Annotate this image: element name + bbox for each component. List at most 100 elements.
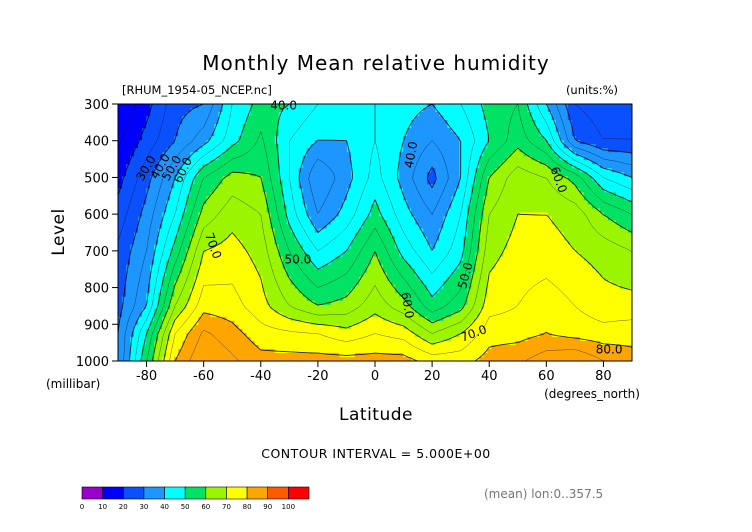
field-cell	[250, 192, 256, 197]
field-cell	[190, 188, 195, 193]
field-cell	[370, 204, 376, 210]
field-cell	[258, 220, 264, 226]
field-cell	[543, 188, 549, 193]
field-cell	[471, 116, 476, 121]
field-cell	[407, 216, 412, 222]
field-cell	[627, 140, 632, 145]
field-cell	[190, 208, 195, 214]
field-cell	[447, 200, 452, 205]
field-cell	[627, 252, 632, 258]
field-cell	[314, 196, 320, 201]
field-cell	[551, 248, 557, 254]
field-cell	[162, 108, 167, 113]
field-cell	[483, 152, 489, 157]
field-cell	[451, 236, 456, 242]
field-cell	[166, 176, 171, 181]
field-cell	[142, 192, 147, 197]
field-cell	[170, 124, 175, 129]
field-cell	[290, 248, 296, 254]
field-cell	[387, 200, 392, 205]
field-cell	[338, 164, 344, 169]
field-cell	[403, 172, 408, 177]
field-cell	[511, 204, 517, 210]
field-cell	[186, 216, 191, 222]
field-cell	[515, 184, 521, 189]
field-cell	[595, 140, 601, 145]
field-cell	[154, 176, 159, 181]
field-cell	[334, 152, 340, 157]
field-cell	[370, 180, 376, 185]
field-cell	[571, 184, 577, 189]
field-cell	[379, 104, 384, 109]
field-cell	[222, 140, 228, 145]
field-cell	[487, 216, 493, 222]
field-cell	[427, 120, 432, 125]
field-cell	[222, 220, 228, 226]
field-cell	[375, 104, 380, 109]
field-cell	[423, 172, 428, 177]
field-cell	[427, 188, 432, 193]
field-cell	[278, 212, 284, 218]
field-cell	[587, 196, 593, 201]
field-cell	[499, 200, 505, 205]
field-cell	[571, 248, 577, 254]
field-cell	[358, 168, 364, 173]
field-cell	[270, 224, 276, 230]
field-cell	[619, 108, 625, 113]
field-cell	[487, 136, 493, 141]
field-cell	[575, 192, 581, 197]
field-cell	[623, 244, 629, 250]
field-cell	[370, 116, 376, 121]
field-cell	[515, 156, 521, 161]
field-cell	[571, 148, 577, 153]
field-cell	[194, 156, 199, 161]
field-cell	[238, 144, 244, 149]
field-cell	[471, 120, 476, 125]
field-cell	[182, 164, 187, 169]
field-cell	[286, 128, 292, 133]
field-cell	[515, 200, 521, 205]
field-cell	[551, 148, 557, 153]
field-cell	[290, 104, 296, 109]
field-cell	[342, 244, 348, 250]
field-cell	[607, 140, 613, 145]
field-cell	[543, 108, 549, 113]
field-cell	[615, 232, 621, 238]
field-cell	[338, 192, 344, 197]
field-cell	[459, 188, 464, 193]
field-cell	[543, 176, 549, 181]
field-cell	[198, 252, 203, 258]
field-cell	[495, 132, 501, 137]
field-cell	[282, 172, 288, 177]
field-cell	[427, 112, 432, 117]
field-cell	[330, 224, 336, 230]
field-cell	[427, 132, 432, 137]
field-cell	[387, 104, 392, 109]
field-cell	[306, 120, 312, 125]
field-cell	[451, 136, 456, 141]
field-cell	[519, 188, 525, 193]
field-cell	[282, 164, 288, 169]
field-cell	[250, 164, 256, 169]
field-cell	[278, 184, 284, 189]
field-cell	[214, 200, 219, 205]
field-cell	[142, 132, 147, 137]
field-cell	[383, 248, 388, 254]
field-cell	[411, 256, 416, 262]
field-cell	[555, 232, 561, 238]
field-cell	[387, 236, 392, 242]
field-cell	[519, 216, 525, 222]
field-cell	[314, 224, 320, 230]
field-cell	[218, 188, 224, 193]
field-cell	[475, 152, 481, 157]
field-cell	[467, 228, 472, 234]
field-cell	[491, 232, 497, 238]
field-cell	[162, 184, 167, 189]
field-cell	[499, 108, 505, 113]
field-cell	[503, 204, 509, 210]
field-cell	[407, 232, 412, 238]
field-cell	[443, 256, 448, 262]
field-cell	[435, 128, 440, 133]
field-cell	[547, 252, 553, 258]
field-cell	[118, 124, 123, 129]
